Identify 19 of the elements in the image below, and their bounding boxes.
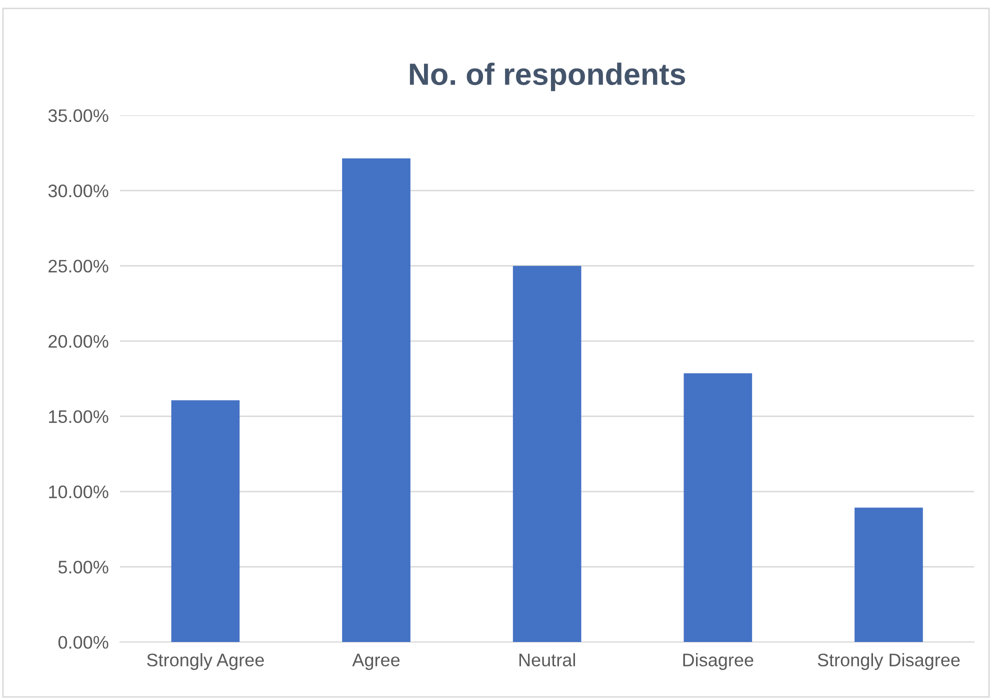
y-tick-label: 0.00% [58,636,108,649]
bar [512,266,582,642]
x-tick-label: Strongly Disagree [818,653,960,670]
x-tick-label: Disagree [683,653,754,670]
y-tick-label: 35.00% [48,109,108,122]
y-tick-label: 30.00% [48,184,108,198]
y-tick-label: 25.00% [48,260,108,273]
y-tick-label: 20.00% [48,334,108,348]
x-tick-label: Strongly Agree [147,653,264,670]
x-tick-label: Neutral [519,653,575,666]
y-tick-label: 15.00% [49,410,108,424]
chart-title: No. of respondents [410,62,686,92]
bar [854,508,923,642]
bar [684,373,752,642]
x-tick-label: Agree [352,654,400,670]
bar [171,400,240,642]
y-tick-label: 5.00% [58,560,108,574]
y-tick-label: 10.00% [49,485,108,498]
bar [342,158,410,642]
